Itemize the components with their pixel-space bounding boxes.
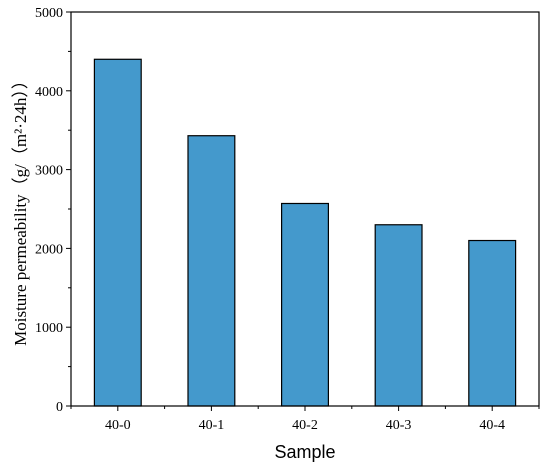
x-tick-label: 40-3: [386, 418, 412, 433]
bar-40-3: [374, 224, 423, 407]
y-tick-label: 2000: [35, 242, 63, 257]
bar-40-1: [187, 135, 236, 407]
y-tick-label: 1000: [35, 321, 63, 336]
bars: [93, 58, 517, 407]
x-tick-label: 40-1: [199, 418, 225, 433]
x-tick-label: 40-2: [292, 418, 318, 433]
y-tick-label: 3000: [35, 164, 63, 179]
y-tick-label: 4000: [35, 85, 63, 100]
x-tick-label: 40-0: [105, 418, 131, 433]
bar-40-4: [468, 239, 517, 407]
y-tick-label: 0: [56, 400, 63, 415]
x-tick-label: 40-4: [479, 418, 505, 433]
plot-frame: [70, 11, 540, 407]
y-axis-ticks: 0 1000 2000 3000 4000 5000: [35, 6, 71, 415]
x-axis-title: Sample: [274, 442, 335, 462]
bar-40-2: [281, 202, 330, 407]
x-axis-ticks: 40-0 40-1 40-2 40-3 40-4: [70, 406, 540, 433]
bar-40-0: [93, 58, 142, 407]
y-tick-label: 5000: [35, 6, 63, 21]
y-axis-title: Moisture permeability（g/（m²·24h））: [11, 72, 30, 346]
